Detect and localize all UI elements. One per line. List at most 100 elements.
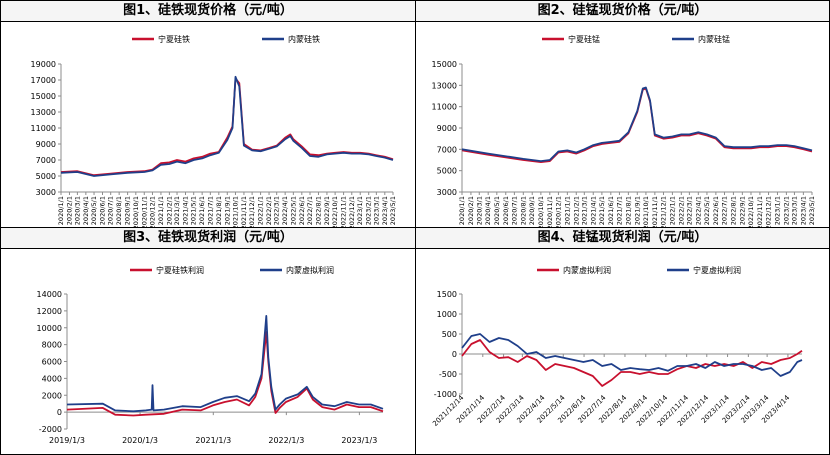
x-tick-label: 2021/5/1 bbox=[598, 196, 606, 225]
x-tick-label: 2021/2/1 bbox=[572, 196, 580, 225]
x-tick-label: 2022/1/1 bbox=[257, 196, 265, 225]
x-tick-label: 2020/3/1 bbox=[73, 196, 81, 225]
legend-label: 内蒙硅锰 bbox=[698, 34, 730, 44]
x-tick-label: 2020/1/1 bbox=[458, 196, 466, 225]
y-tick-label: 17000 bbox=[31, 76, 56, 85]
x-tick-label: 2021/9/1 bbox=[223, 196, 231, 225]
y-tick-label: 13000 bbox=[432, 81, 457, 90]
x-tick-label: 2020/4/1 bbox=[82, 196, 90, 225]
x-tick-label: 2022/11/1 bbox=[340, 196, 348, 227]
y-tick-label: 5000 bbox=[36, 172, 56, 181]
x-tick-label: 2021/9/1 bbox=[633, 196, 641, 225]
chart-title: 图4、硅锰现货利润（元/吨） bbox=[416, 228, 829, 249]
x-tick-label: 2021/12/1 bbox=[248, 196, 256, 227]
x-tick-label: 2020/3/1 bbox=[475, 196, 483, 225]
x-tick-label: 2023/4/1 bbox=[799, 196, 807, 225]
y-tick-label: 1500 bbox=[437, 290, 457, 299]
x-tick-label: 2020/2/1 bbox=[467, 196, 475, 225]
chart-panel-silicon-iron-profit: 图3、硅铁现货利润（元/吨） -2000 0 2000 4000 6000 8000 100… bbox=[0, 227, 416, 455]
series-line-red bbox=[461, 87, 813, 164]
x-tick-label: 2022/5/1 bbox=[703, 196, 711, 225]
x-tick-label: 2020/10/1 bbox=[537, 196, 545, 227]
x-tick-label: 2021/1/1 bbox=[157, 196, 165, 225]
x-tick-label: 2022/10/1 bbox=[747, 196, 755, 227]
x-tick-label: 2022/12/1 bbox=[765, 196, 773, 227]
x-tick-label: 2023/1/1 bbox=[356, 196, 364, 225]
x-tick-label: 2020/1/3 bbox=[122, 436, 158, 445]
legend-label: 宁夏硅铁 bbox=[158, 34, 190, 44]
chart-svg-silicon-manganese-profit: -1000-5000500100015002021/12/142022/1/14… bbox=[431, 265, 803, 428]
x-tick-label: 2023/4/1 bbox=[381, 196, 389, 225]
x-tick-label: 2021/2/1 bbox=[165, 196, 173, 225]
x-tick-label: 2022/7/1 bbox=[306, 196, 314, 225]
y-tick-label: 8000 bbox=[42, 341, 62, 350]
y-tick-label: 9000 bbox=[36, 140, 56, 149]
x-tick-label: 2020/8/1 bbox=[115, 196, 123, 225]
x-tick-label: 2023/5/1 bbox=[389, 196, 397, 225]
y-tick-label: 11000 bbox=[31, 124, 56, 133]
x-tick-label: 2020/12/1 bbox=[148, 196, 156, 227]
x-tick-label: 2021/4/1 bbox=[182, 196, 190, 225]
x-tick-label: 2022/6/1 bbox=[298, 196, 306, 225]
x-tick-label: 2021/5/1 bbox=[190, 196, 198, 225]
y-tick-label: 15000 bbox=[31, 92, 56, 101]
x-tick-label: 2022/6/1 bbox=[712, 196, 720, 225]
x-tick-label: 2020/9/1 bbox=[124, 196, 132, 225]
y-tick-label: 5000 bbox=[437, 167, 457, 176]
x-tick-label: 2020/1/1 bbox=[57, 196, 65, 225]
x-tick-label: 2022/9/1 bbox=[738, 196, 746, 225]
x-tick-label: 2023/1/1 bbox=[773, 196, 781, 225]
chart-panel-silicon-manganese-price: 图2、硅锰现货价格（元/吨） 3000 5000 7000 9000 11000 1300… bbox=[415, 0, 830, 228]
x-tick-label: 2022/4/1 bbox=[281, 196, 289, 225]
series-line-red bbox=[66, 331, 384, 417]
x-tick-label: 2020/7/1 bbox=[510, 196, 518, 225]
x-tick-label: 2021/6/1 bbox=[607, 196, 615, 225]
x-tick-label: 2021/7/1 bbox=[615, 196, 623, 225]
x-tick-label: 2022/2/1 bbox=[677, 196, 685, 225]
x-tick-label: 2023/3/1 bbox=[372, 196, 380, 225]
legend-label: 宁夏硅锰 bbox=[568, 34, 600, 44]
x-tick-label: 2020/9/1 bbox=[528, 196, 536, 225]
x-tick-label: 2022/3/1 bbox=[685, 196, 693, 225]
series-line-blue bbox=[461, 333, 803, 377]
x-tick-label: 2021/3/1 bbox=[173, 196, 181, 225]
x-tick-label: 2020/11/1 bbox=[140, 196, 148, 227]
x-tick-label: 2020/5/1 bbox=[90, 196, 98, 225]
y-tick-label: 12000 bbox=[37, 307, 62, 316]
y-tick-label: 0 bbox=[452, 350, 457, 359]
legend-label: 内蒙硅铁 bbox=[288, 34, 320, 44]
series-line-red bbox=[461, 339, 803, 387]
x-tick-label: 2020/4/1 bbox=[484, 196, 492, 225]
x-tick-label: 2022/1/3 bbox=[268, 436, 304, 445]
x-tick-label: 2021/1/3 bbox=[195, 436, 231, 445]
x-tick-label: 2021/12/1 bbox=[659, 196, 667, 227]
series-line-red bbox=[60, 77, 394, 177]
y-tick-label: 6000 bbox=[42, 358, 62, 367]
x-tick-label: 2020/6/1 bbox=[502, 196, 510, 225]
y-tick-label: 10000 bbox=[37, 324, 62, 333]
x-tick-label: 2020/12/1 bbox=[554, 196, 562, 227]
series-line-blue bbox=[66, 315, 384, 413]
x-tick-label: 2021/8/1 bbox=[624, 196, 632, 225]
x-tick-label: 2021/1/1 bbox=[563, 196, 571, 225]
y-tick-label: -2000 bbox=[39, 425, 62, 434]
x-tick-label: 2020/2/1 bbox=[65, 196, 73, 225]
y-tick-label: 9000 bbox=[437, 124, 457, 133]
chart-title: 图1、硅铁现货价格（元/吨） bbox=[1, 1, 415, 22]
x-tick-label: 2022/3/1 bbox=[273, 196, 281, 225]
x-tick-label: 2022/1/1 bbox=[668, 196, 676, 225]
x-tick-label: 2021/7/1 bbox=[206, 196, 214, 225]
chart-title: 图2、硅锰现货价格（元/吨） bbox=[416, 1, 829, 22]
x-tick-label: 2021/3/1 bbox=[580, 196, 588, 225]
y-tick-label: 2000 bbox=[42, 391, 62, 400]
legend-label: 内蒙虚拟利润 bbox=[563, 265, 611, 275]
x-tick-label: 2020/10/1 bbox=[132, 196, 140, 227]
x-tick-label: 2021/4/1 bbox=[589, 196, 597, 225]
x-tick-label: 2023/2/1 bbox=[365, 196, 373, 225]
x-tick-label: 2021/8/1 bbox=[215, 196, 223, 225]
x-tick-label: 2022/8/1 bbox=[314, 196, 322, 225]
x-tick-label: 2020/7/1 bbox=[107, 196, 115, 225]
chart-panel-silicon-manganese-profit: 图4、硅锰现货利润（元/吨） -1000 -500 0 500 1000 1500 2021… bbox=[415, 227, 830, 455]
y-tick-label: -1000 bbox=[434, 390, 457, 399]
